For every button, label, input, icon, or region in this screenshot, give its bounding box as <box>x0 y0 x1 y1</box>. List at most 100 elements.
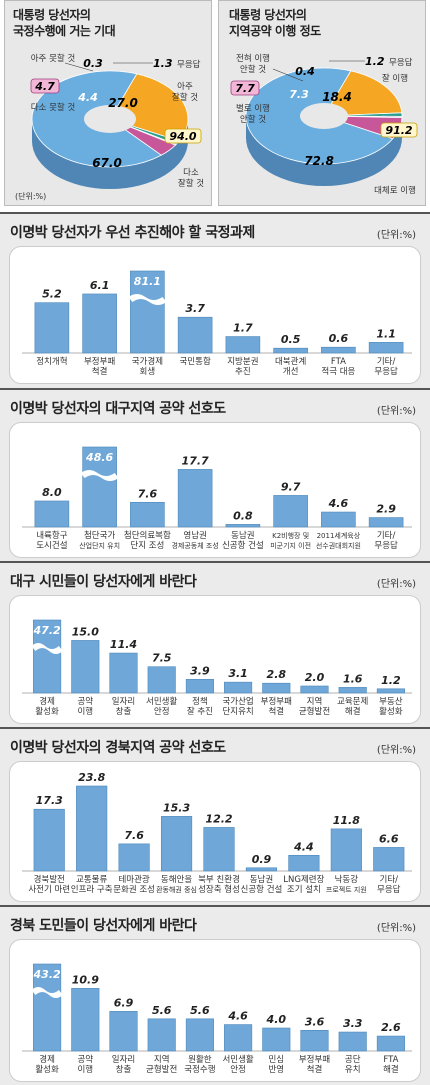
category-label: 무응답 <box>374 366 398 377</box>
data-label: 48.6 <box>85 451 113 464</box>
bar <box>147 1018 176 1052</box>
panel-title: 대구 시민들이 당선자에게 바란다 <box>10 574 197 590</box>
data-label: 4.6 <box>227 1010 248 1023</box>
bar <box>71 640 100 694</box>
category-label: 정치개혁 <box>36 356 67 367</box>
bar <box>373 847 405 872</box>
category-label: 기타/ <box>377 531 396 541</box>
category-label: 사전기 마련 <box>28 884 70 895</box>
category-label: 공단 <box>345 1054 361 1065</box>
bar <box>33 808 65 872</box>
panel-gyeongbuk-pledge: 이명박 당선자의 경북지역 공약 선호도 (단위:%) 17.3 경북발전 사전기 … <box>0 727 430 905</box>
category-label: 국가산업 <box>222 696 253 707</box>
category-label: 국민통합 <box>179 356 210 367</box>
bar <box>300 1030 329 1052</box>
data-label: 2.9 <box>376 503 396 516</box>
pie1-value-27: 27.0 <box>108 96 138 110</box>
category-label: 무응답 <box>377 884 401 895</box>
category-label: 동남권 <box>250 874 273 885</box>
data-label: 7.6 <box>124 829 144 842</box>
category-label: 균형발전 <box>299 706 330 717</box>
pie1-label-47: 다소 못할 것 <box>31 102 76 113</box>
data-label: 7.6 <box>138 487 158 500</box>
pie1-label-03: 아주 못할 것 <box>31 53 76 64</box>
category-label: 신공항 건설 <box>241 884 283 895</box>
panel-unit: (단위:%) <box>376 406 416 417</box>
bar <box>33 619 62 694</box>
pie1-box-47-text: 4.7 <box>34 80 55 93</box>
data-label: 7.5 <box>152 652 172 665</box>
bar <box>338 1031 367 1052</box>
data-label: 1.1 <box>376 327 396 340</box>
pie1-label-27a: 아주 <box>177 81 193 92</box>
category-label: 국정수행 <box>184 1064 215 1075</box>
data-label: 17.7 <box>182 454 209 467</box>
category-label: 부정부패 <box>84 356 115 367</box>
pie2-label-04b: 안할 것 <box>240 64 266 75</box>
data-label: 9.7 <box>281 480 301 493</box>
bar <box>224 681 253 694</box>
category-label: 적극 대응 <box>321 366 355 377</box>
category-label: 영남권 <box>183 530 206 541</box>
data-label: 47.2 <box>33 624 61 637</box>
plot-area: 47.2 경제 활성화 15.0 공약 이행 11.4 일자리 창출 7.5 서민생활 안정 3.9 정책… <box>9 595 421 724</box>
plot-area: 17.3 경북발전 사전기 마련 23.8 교통물류 인프라 구축 7.6 테마관광 문화권 조… <box>9 761 421 902</box>
data-label: 43.2 <box>33 968 61 981</box>
category-label: 일자리 <box>112 1055 135 1065</box>
category-label: 경제 <box>39 696 55 707</box>
category-label: 성장축 형성 <box>198 884 240 895</box>
pie1-box-94-text: 94.0 <box>169 130 196 143</box>
data-label: 2.0 <box>305 671 325 684</box>
plot-area: 43.2 경제 활성화 10.9 공약 이행 6.9 일자리 창출 5.6 지역 균형발전 5.6 원활한… <box>9 939 421 1082</box>
category-label: 미군기지 이전 <box>270 541 311 550</box>
category-label: 회생 <box>140 366 156 377</box>
panel-title: 이명박 당선자의 경북지역 공약 선호도 <box>10 740 226 756</box>
bar <box>130 270 165 354</box>
category-label: 활성화 <box>379 706 403 717</box>
data-label: 15.3 <box>163 801 190 814</box>
category-label: FTA <box>331 357 346 367</box>
category-label: 기타/ <box>377 357 396 367</box>
bar <box>376 688 405 694</box>
category-label: 추진 <box>235 366 251 377</box>
panel-title: 경북 도민들이 당선자에게 바란다 <box>10 918 197 934</box>
category-label: 동해안을 <box>161 874 192 885</box>
pie2-label-184: 잘 이행 <box>382 73 408 84</box>
category-label: 부동산 <box>379 696 403 707</box>
bar <box>34 500 70 528</box>
category-label: 교육문제 <box>337 697 368 707</box>
data-label: 11.4 <box>110 638 137 651</box>
bar <box>330 828 362 872</box>
category-label: 이행 <box>77 1064 93 1075</box>
pie2-value-12: 1.2 <box>365 55 385 68</box>
bar <box>147 666 176 694</box>
pie1-value-03: 0.3 <box>83 57 103 70</box>
pie2-value-728: 72.8 <box>304 154 334 168</box>
category-label: 공약 <box>77 1054 93 1065</box>
data-label: 0.6 <box>329 332 349 345</box>
pie1-label-67a: 다소 <box>183 168 199 178</box>
category-label: 신공항 건설 <box>222 540 264 551</box>
category-label: 선수권대회지원 <box>316 541 361 550</box>
category-label: 창출 <box>116 1064 132 1075</box>
pie2-label-noresp: 무응답 <box>389 57 413 68</box>
bar <box>82 293 117 354</box>
category-label: 경제공동체 조성 <box>171 541 218 550</box>
pie1-title: 대통령 당선자의 국정수행에 거는 기대 <box>13 7 116 39</box>
bar <box>368 517 404 528</box>
bar <box>376 1035 405 1052</box>
bar <box>225 336 261 354</box>
category-label: 부정부패 <box>299 1054 330 1065</box>
bar <box>300 685 329 694</box>
bar <box>177 469 213 528</box>
data-label: 0.9 <box>252 853 272 866</box>
pie2-value-73: 7.3 <box>289 88 309 101</box>
category-label: 원활한 <box>188 1054 212 1065</box>
bar <box>109 1011 138 1052</box>
panel-title: 이명박 당선자의 대구지역 공약 선호도 <box>10 401 226 417</box>
category-label: 민심 <box>268 1054 284 1065</box>
category-label: 동남권 <box>231 530 254 541</box>
category-label: 도시건설 <box>36 540 67 551</box>
axis-break <box>128 294 167 305</box>
